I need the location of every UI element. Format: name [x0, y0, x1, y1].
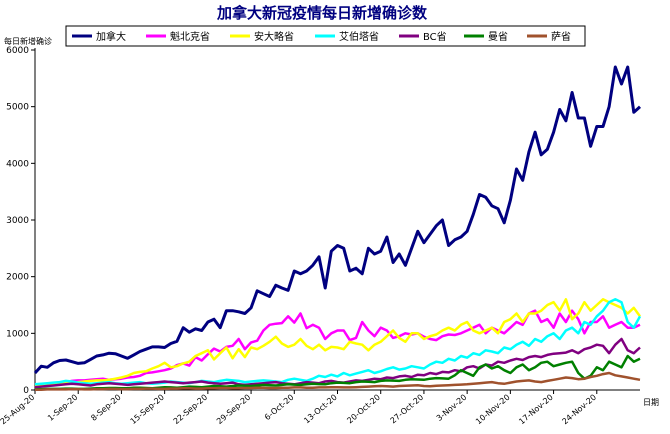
- legend-label-3: 艾伯塔省: [339, 30, 379, 43]
- x-tick-label: 29-Sep-20: [215, 393, 252, 426]
- y-tick-label: 1000: [6, 329, 29, 339]
- x-tick-label: 24-Nov-20: [560, 393, 598, 427]
- legend: 加拿大 魁北克省 安大略省 艾伯塔省 BC省 曼省 萨省: [65, 25, 586, 47]
- x-tick-label: 20-Oct-20: [345, 393, 382, 426]
- legend-label-4: BC省: [423, 30, 447, 43]
- y-tick-label: 0: [23, 386, 29, 396]
- y-tick-label: 4000: [6, 159, 29, 169]
- y-axis-label: 每日新增确诊: [4, 36, 52, 46]
- legend-label-5: 曼省: [488, 30, 508, 43]
- legend-label-0: 加拿大: [96, 30, 126, 43]
- x-tick-label: 1-Sep-20: [46, 393, 79, 423]
- y-ticks: 0 1000 2000 3000 4000 5000 6000: [6, 46, 35, 396]
- x-tick-label: 10-Nov-20: [474, 393, 512, 427]
- x-tick-label: 25-Aug-20: [0, 393, 36, 427]
- legend-label-6: 萨省: [551, 30, 571, 43]
- legend-label-1: 魁北克省: [170, 30, 210, 43]
- series-line-2: [34, 298, 642, 387]
- series-layer: [33, 65, 642, 391]
- y-tick-label: 6000: [6, 46, 29, 56]
- series-line-0: [33, 65, 642, 375]
- x-tick-label: 13-Oct-20: [302, 393, 339, 426]
- x-ticks: 25-Aug-20 1-Sep-20 8-Sep-20 15-Sep-20 22-Sep…: [0, 390, 598, 426]
- x-tick-label: 6-Oct-20: [263, 393, 296, 422]
- chart-title: 加拿大新冠疫情每日新增确诊数: [216, 4, 428, 22]
- x-axis-label: 日期: [643, 398, 659, 407]
- series-line-6: [35, 371, 641, 391]
- x-tick-label: 27-Oct-20: [389, 393, 426, 426]
- x-tick-label: 3-Nov-20: [435, 393, 469, 423]
- x-tick-label: 8-Sep-20: [89, 393, 122, 423]
- x-tick-label: 15-Sep-20: [129, 393, 166, 426]
- series-line-1: [34, 309, 641, 387]
- x-tick-label: 17-Nov-20: [517, 393, 555, 427]
- series-line-3: [34, 298, 642, 386]
- x-tick-label: 22-Sep-20: [172, 393, 209, 426]
- y-tick-label: 5000: [6, 103, 29, 113]
- legend-label-2: 安大略省: [254, 30, 294, 43]
- y-tick-label: 3000: [6, 216, 29, 226]
- y-tick-label: 2000: [6, 273, 29, 283]
- axes: [34, 48, 640, 391]
